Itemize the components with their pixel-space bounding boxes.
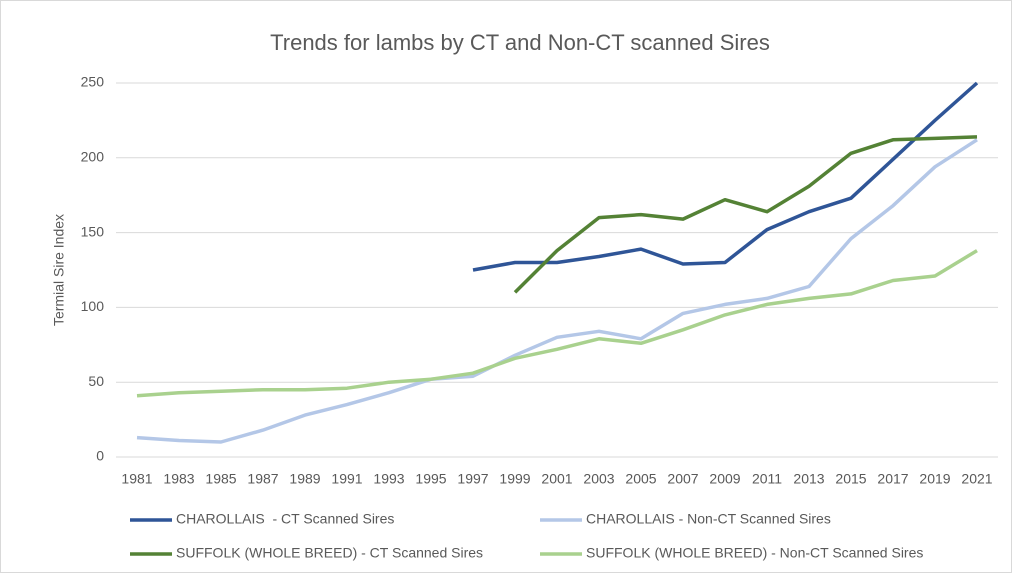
y-tick-label: 0 [96,448,104,464]
x-tick-label: 1997 [457,471,488,487]
legend-label: SUFFOLK (WHOLE BREED) - Non-CT Scanned S… [586,545,923,561]
series-line [472,81,979,272]
x-tick-label: 2003 [583,471,614,487]
x-tick-label: 1993 [373,471,404,487]
x-tick-label: 1985 [205,471,236,487]
y-tick-label: 250 [81,74,105,90]
x-tick-label: 2005 [625,471,656,487]
legend-label: CHAROLLAIS - CT Scanned Sires [176,511,394,527]
legend-label: CHAROLLAIS - Non-CT Scanned Sires [586,511,831,527]
x-tick-label: 2017 [877,471,908,487]
y-axis-label: Termial Sire Index [51,214,67,326]
x-tick-label: 2001 [541,471,572,487]
x-tick-label: 1983 [163,471,194,487]
x-tick-label: 2007 [667,471,698,487]
x-tick-label: 1995 [415,471,446,487]
y-tick-label: 50 [88,373,104,389]
legend-label: SUFFOLK (WHOLE BREED) - CT Scanned Sires [176,545,483,561]
x-tick-label: 1991 [331,471,362,487]
x-tick-label: 2009 [709,471,740,487]
y-tick-label: 100 [81,298,105,314]
y-tick-label: 200 [81,149,105,165]
y-tick-label: 150 [81,223,105,239]
x-tick-label: 2015 [835,471,866,487]
x-tick-label: 2011 [752,471,782,487]
x-tick-label: 1981 [121,471,152,487]
x-tick-label: 1987 [247,471,278,487]
x-tick-label: 1989 [289,471,320,487]
series-line [513,135,978,294]
chart-title: Trends for lambs by CT and Non-CT scanne… [270,30,770,55]
x-tick-label: 2013 [793,471,824,487]
x-tick-label: 2019 [919,471,950,487]
x-tick-label: 1999 [499,471,530,487]
series-line [136,249,978,398]
x-tick-label: 2021 [961,471,992,487]
series-line [136,138,978,444]
